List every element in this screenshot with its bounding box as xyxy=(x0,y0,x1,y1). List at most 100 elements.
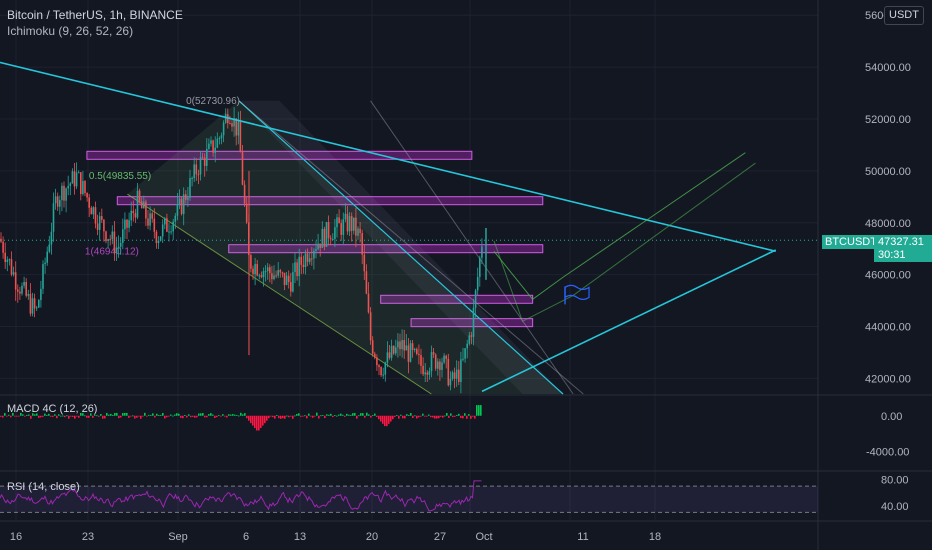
candle-body xyxy=(458,369,460,382)
candle-body xyxy=(187,197,189,200)
macd-bar xyxy=(104,415,106,419)
macd-bar xyxy=(476,405,478,416)
candle-body xyxy=(231,123,233,127)
macd-bar xyxy=(478,405,480,416)
macd-bar xyxy=(454,415,456,417)
descending-channel[interactable] xyxy=(127,100,584,395)
macd-bar xyxy=(316,412,318,416)
candle-body xyxy=(323,228,326,247)
macd-bar xyxy=(286,415,288,417)
candle-body xyxy=(96,223,99,230)
candle-body xyxy=(416,349,418,354)
macd-bar xyxy=(122,413,124,416)
candlestick-series xyxy=(0,107,487,394)
candle-body xyxy=(218,138,221,140)
macd-bar xyxy=(2,415,4,418)
symbol-title[interactable]: Bitcoin / TetherUS, 1h, BINANCE xyxy=(7,8,183,22)
trendlines[interactable] xyxy=(0,52,818,393)
macd-bar xyxy=(220,415,222,417)
macd-label[interactable]: MACD 4C (12, 26) xyxy=(7,403,98,415)
candle-body xyxy=(296,262,298,277)
candle-body xyxy=(166,218,168,232)
macd-bar xyxy=(408,415,410,416)
candle-body xyxy=(159,236,162,241)
macd-bar xyxy=(66,415,68,417)
macd-bar xyxy=(32,413,34,416)
candle-body xyxy=(52,203,55,232)
macd-bar xyxy=(180,415,182,418)
supply-demand-zones[interactable]: 0(52730.96) 0.5(49835.55) 1(46940.12) xyxy=(85,96,544,328)
candle-body xyxy=(283,272,286,285)
price-axis[interactable]: 56000.0054000.0052000.0050000.0048000.00… xyxy=(865,10,911,385)
candle-body xyxy=(140,201,143,209)
candle-body xyxy=(38,300,40,308)
time-tick: Sep xyxy=(168,531,188,543)
candle-body xyxy=(178,198,181,205)
candle-body xyxy=(428,371,431,375)
candle-body xyxy=(27,293,30,296)
candle-body xyxy=(86,193,88,198)
candle-body xyxy=(42,264,44,289)
candle-body xyxy=(344,213,347,220)
fib-level-05-label: 0.5(49835.55) xyxy=(89,171,151,182)
candle-body xyxy=(479,257,481,277)
macd-bar xyxy=(318,415,320,419)
candle-body xyxy=(302,264,305,268)
candle-body xyxy=(434,354,437,369)
candle-body xyxy=(264,271,267,273)
indicator-label[interactable]: Ichimoku (9, 26, 52, 26) xyxy=(7,24,134,38)
candle-body xyxy=(50,231,53,245)
candle-body xyxy=(241,152,244,185)
macd-bar xyxy=(464,413,466,416)
candle-body xyxy=(157,240,160,244)
currency-button[interactable]: USDT xyxy=(884,6,924,25)
macd-bar xyxy=(138,415,140,417)
macd-bar xyxy=(152,413,154,416)
candle-body xyxy=(12,272,15,275)
macd-bar xyxy=(472,415,474,417)
zone-rect xyxy=(86,150,473,160)
macd-bar xyxy=(236,415,238,416)
candle-body xyxy=(376,357,378,366)
macd-bar xyxy=(238,415,240,417)
macd-bar xyxy=(232,414,234,416)
macd-bar xyxy=(212,414,214,416)
macd-bar xyxy=(268,415,270,419)
candle-body xyxy=(155,231,158,244)
candle-body xyxy=(317,243,319,250)
time-tick: 11 xyxy=(577,531,588,543)
candle-body xyxy=(189,178,191,198)
zone-rect xyxy=(116,196,544,206)
candle-body xyxy=(380,367,382,376)
candle-body xyxy=(168,231,170,233)
rsi-label[interactable]: RSI (14, close) xyxy=(7,481,80,493)
candle-body xyxy=(8,259,11,261)
time-axis[interactable]: 16 23 Sep 6 13 20 27 Oct 11 18 xyxy=(10,531,661,543)
macd-bar xyxy=(380,415,382,422)
macd-bar xyxy=(266,415,268,421)
candle-body xyxy=(245,203,248,223)
candle-body xyxy=(319,243,321,248)
macd-bar xyxy=(94,414,96,416)
macd-bar xyxy=(432,415,434,418)
candle-body xyxy=(237,121,240,136)
countdown-badge: 30:31 xyxy=(874,249,932,262)
projection-path[interactable] xyxy=(493,152,756,323)
candle-body xyxy=(82,180,84,195)
candle-body xyxy=(357,228,359,236)
macd-bar xyxy=(282,415,284,419)
candle-body xyxy=(44,262,46,265)
candle-body xyxy=(254,264,256,275)
candle-body xyxy=(451,372,454,379)
macd-bar xyxy=(390,415,392,422)
candle-body xyxy=(180,198,183,214)
candle-body xyxy=(77,172,80,174)
candle-body xyxy=(25,281,27,296)
rsi-line xyxy=(0,480,482,512)
candle-body xyxy=(212,140,214,153)
macd-bar xyxy=(114,413,116,416)
macd-bar xyxy=(320,415,322,417)
zone-rect xyxy=(228,244,544,254)
